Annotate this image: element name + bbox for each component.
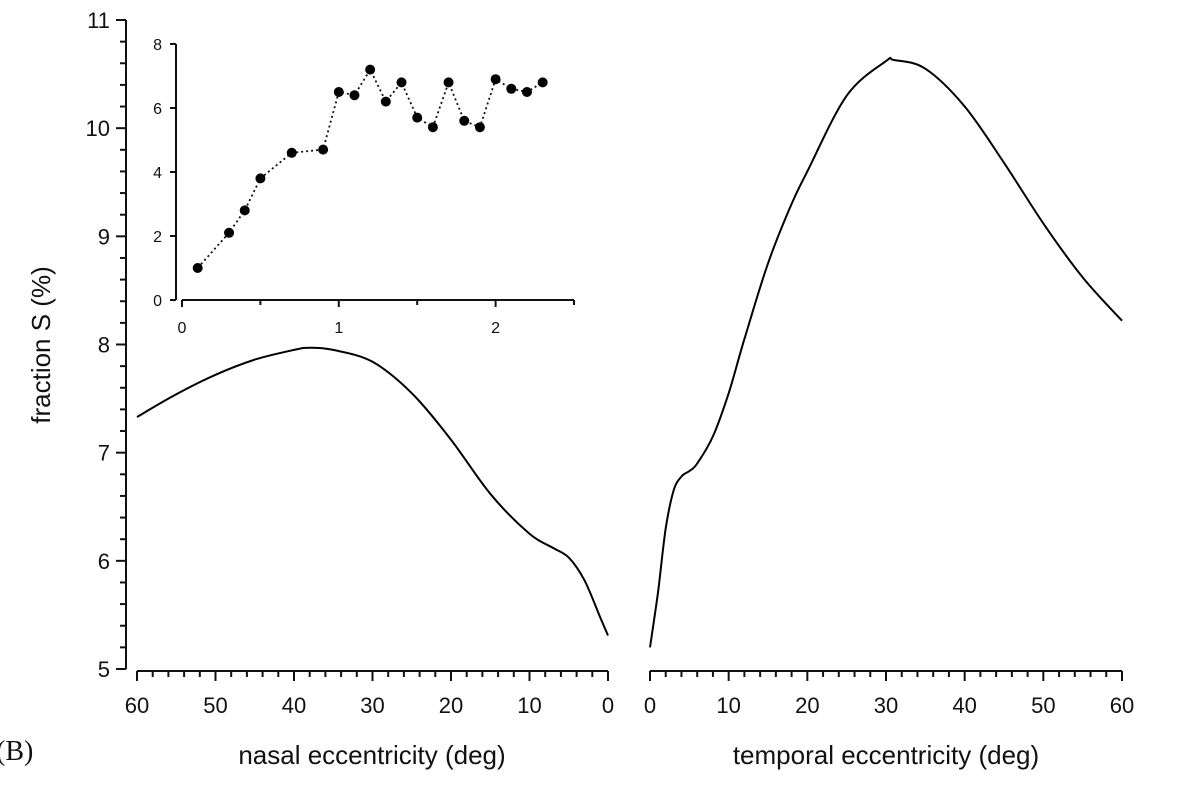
y-tick-label: 10	[86, 116, 110, 141]
y-tick-label: 5	[98, 657, 110, 682]
inset-x-tick-label: 2	[491, 320, 500, 337]
x-tick-label: 30	[360, 693, 384, 718]
inset-y-tick-label: 8	[153, 37, 162, 54]
x-tick-label: 50	[203, 693, 227, 718]
y-tick-label: 11	[87, 8, 110, 33]
inset-x-tick-label: 1	[334, 320, 343, 337]
inset-chart: 0 2 4 6 8 0 1 2	[153, 37, 575, 337]
inset-y-tick-label: 4	[153, 165, 162, 182]
inset-data-point	[474, 122, 485, 133]
y-tick-label: 6	[98, 549, 110, 574]
x-tick-label: 0	[602, 693, 614, 718]
panel-label: (B)	[0, 736, 33, 767]
inset-data-point	[349, 90, 360, 101]
nasal-x-axis: 60 50 40 30 20 10 0	[125, 670, 614, 718]
x-tick-label: 60	[125, 693, 149, 718]
inset-data-point	[427, 122, 438, 133]
main-y-axis: 5 6 7 8 9 10 11	[86, 8, 127, 682]
inset-data-point	[318, 144, 329, 155]
y-tick-label: 9	[98, 224, 110, 249]
inset-data-point	[224, 227, 235, 238]
x-tick-label: 40	[282, 693, 306, 718]
inset-data-point	[537, 77, 548, 88]
inset-data-point	[412, 112, 423, 123]
nasal-x-axis-label: nasal eccentricity (deg)	[238, 740, 505, 770]
inset-data-point	[490, 74, 501, 85]
inset-data-point	[380, 96, 391, 107]
inset-data-point	[396, 77, 407, 88]
inset-data-point	[286, 147, 297, 158]
x-tick-label: 10	[716, 693, 740, 718]
inset-data-point	[192, 263, 203, 273]
y-axis-label: fraction S (%)	[26, 266, 56, 424]
x-tick-label: 50	[1031, 693, 1055, 718]
temporal-x-axis: 0 10 20 30 40 50 60	[644, 670, 1134, 718]
inset-y-tick-label: 2	[153, 229, 162, 246]
inset-data-point	[443, 77, 454, 88]
x-tick-label: 40	[952, 693, 976, 718]
inset-dotted-line	[197, 67, 544, 269]
inset-y-tick-label: 6	[153, 101, 162, 118]
inset-data-point	[255, 173, 266, 184]
inset-data-point	[239, 205, 250, 216]
x-tick-label: 20	[795, 693, 819, 718]
x-tick-label: 30	[874, 693, 898, 718]
inset-y-tick-label: 0	[153, 293, 162, 310]
x-tick-label: 20	[439, 693, 463, 718]
temporal-curve	[649, 56, 1123, 648]
y-tick-label: 8	[98, 333, 110, 358]
y-tick-label: 7	[98, 441, 110, 466]
inset-data-point	[459, 115, 470, 126]
x-tick-label: 10	[517, 693, 541, 718]
inset-data-point	[521, 87, 532, 97]
nasal-curve	[136, 346, 609, 636]
temporal-x-axis-label: temporal eccentricity (deg)	[733, 740, 1039, 770]
inset-x-tick-label: 0	[178, 320, 187, 337]
inset-data-point	[333, 87, 344, 97]
x-tick-label: 60	[1110, 693, 1134, 718]
inset-data-point	[506, 83, 517, 94]
inset-data-point	[365, 64, 376, 75]
x-tick-label: 0	[644, 693, 656, 718]
